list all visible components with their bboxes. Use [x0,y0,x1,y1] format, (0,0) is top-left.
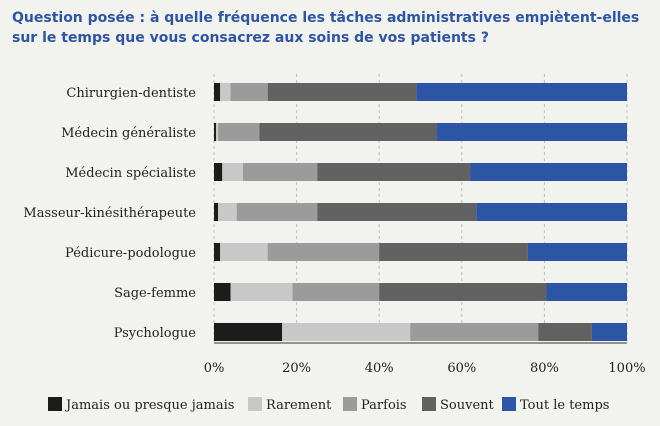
bar-segment [230,83,268,101]
bar-segment [267,243,380,261]
bar-segment [216,123,219,141]
bar-segment [242,163,318,181]
bar-segment [538,323,592,341]
legend-swatch [248,397,262,411]
bar-segment [292,283,380,301]
bar-segment [214,323,283,341]
category-label: Médecin généraliste [61,126,196,141]
bar-segment [317,163,471,181]
category-labels: Chirurgien-dentiste Médecin généraliste Mé… [23,86,196,341]
legend-label: Tout le temps [520,398,609,413]
bar-segment [546,283,627,301]
bar-segment [591,323,627,341]
bar-segment [220,83,231,101]
bar-segment [222,163,243,181]
x-tick-label: 100% [608,361,645,376]
legend-label: Jamais ou presque jamais [64,398,234,413]
legend-swatch [343,397,357,411]
x-tick-label: 40% [365,361,394,376]
x-tick-label: 20% [282,361,311,376]
bar-segment [437,123,627,141]
legend: Jamais ou presque jamais Rarement Parfois S… [48,397,609,413]
bar-segment [214,283,231,301]
bar-segment [214,123,217,141]
bar-segment [282,323,411,341]
legend-swatch [502,397,516,411]
category-label: Médecin spécialiste [65,166,196,181]
bar-segment [220,243,268,261]
x-tick-label: 60% [447,361,476,376]
bar-segment [267,83,417,101]
bar-segment [218,203,237,221]
bar-segment [470,163,627,181]
bar-segment [527,243,627,261]
bar-segment [214,163,223,181]
legend-label: Parfois [361,398,407,413]
bar-segment [410,323,539,341]
x-axis: 0% 20% 40% 60% 80% 100% [204,342,646,376]
legend-swatch [422,397,436,411]
bar-segment [214,83,221,101]
bar-segment [476,203,627,221]
x-tick-label: 80% [530,361,559,376]
bar-segment [416,83,627,101]
category-label: Sage-femme [114,286,196,301]
bar-segment [379,283,547,301]
category-label: Masseur-kinésithérapeute [23,206,196,221]
category-label: Psychologue [114,326,197,341]
bar-segment [230,283,293,301]
category-label: Chirurgien-dentiste [66,86,196,101]
chart-title: Question posée : à quelle fréquence les … [12,10,640,46]
bar-segment [259,123,438,141]
bar-segment [214,243,221,261]
legend-label: Souvent [440,398,495,413]
bar-segment [317,203,477,221]
legend-swatch [48,397,62,411]
category-label: Pédicure-podologue [65,246,196,261]
x-tick-label: 0% [204,361,225,376]
bar-segment [379,243,528,261]
bar-segment [236,203,318,221]
bars [214,83,627,341]
bar-segment [218,123,260,141]
bar-segment [214,203,219,221]
legend-label: Rarement [266,398,332,413]
